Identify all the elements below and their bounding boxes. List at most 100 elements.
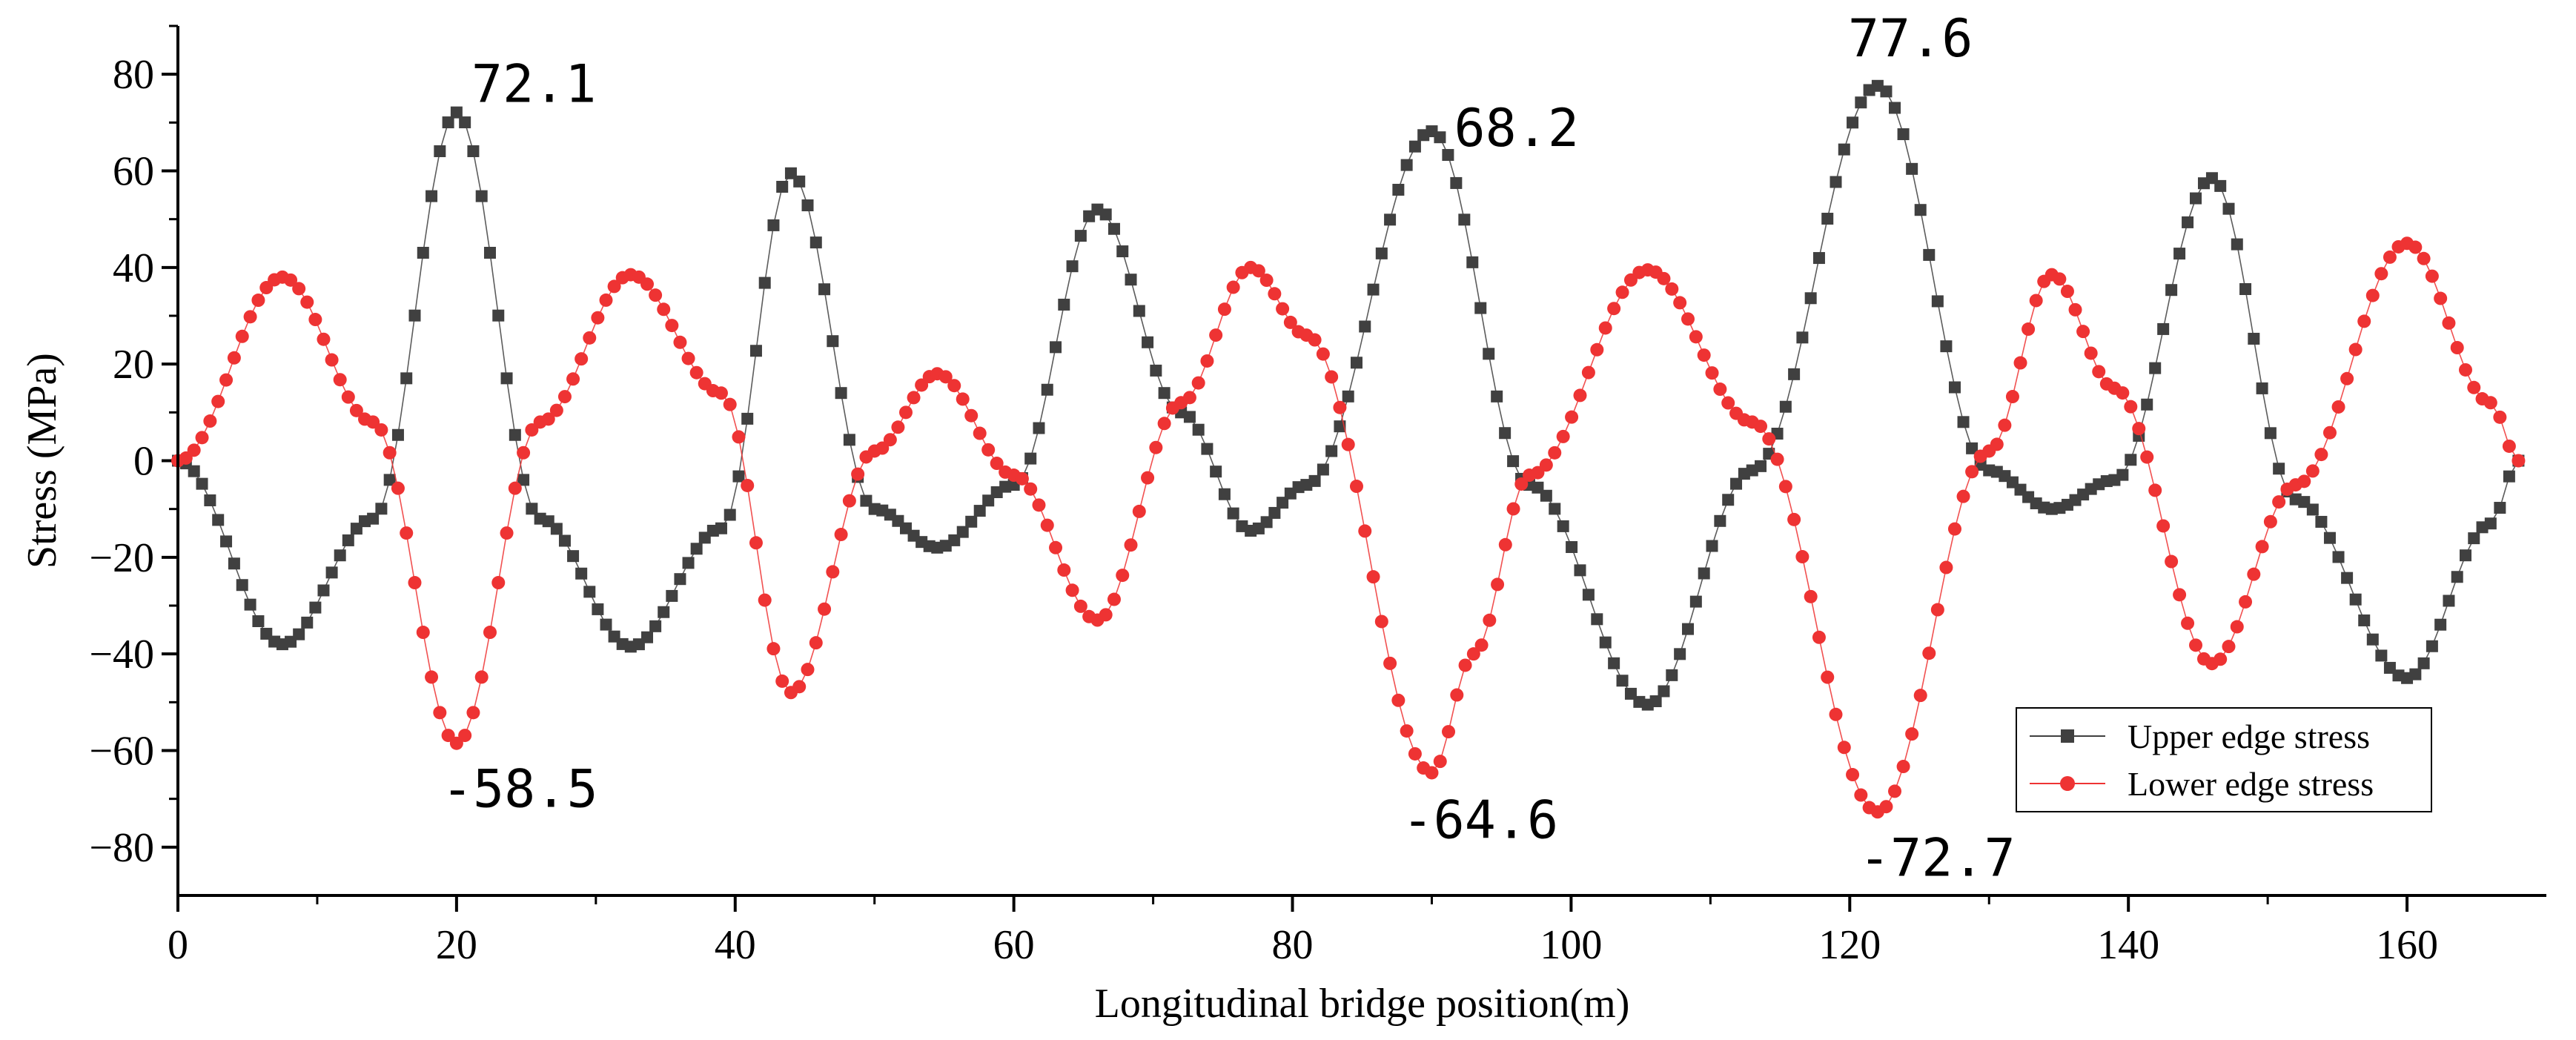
data-point (1674, 648, 1686, 660)
data-point (1615, 285, 1629, 299)
data-point (1905, 727, 1919, 741)
data-point (842, 494, 856, 508)
data-point (2322, 425, 2337, 440)
data-point (434, 145, 446, 157)
data-point (891, 420, 905, 434)
data-point (1499, 427, 1512, 440)
x-tick-label: 40 (715, 922, 756, 968)
peak-annotation: -64.6 (1402, 789, 1558, 850)
data-point (449, 736, 463, 750)
data-point (317, 584, 330, 597)
data-point (758, 593, 772, 607)
data-point (1142, 336, 1154, 348)
data-point (1548, 446, 1562, 460)
data-point (1566, 541, 1578, 554)
data-point (1556, 429, 1570, 443)
data-point (508, 481, 522, 495)
data-point (549, 403, 563, 417)
legend-box (2016, 707, 2432, 812)
data-point (1755, 460, 1767, 472)
data-point (1058, 298, 1070, 311)
data-point (1698, 567, 1710, 580)
data-point (2141, 398, 2153, 411)
data-point (2068, 302, 2082, 317)
data-point (325, 566, 338, 579)
data-point (204, 494, 216, 506)
data-point (1276, 302, 1290, 316)
data-point (459, 116, 471, 129)
data-point (2468, 532, 2480, 545)
data-point (1804, 589, 1818, 603)
data-point (188, 465, 200, 477)
data-point (2383, 250, 2397, 264)
data-point (1990, 437, 2004, 451)
data-point (400, 526, 414, 540)
data-point (749, 345, 762, 357)
data-point (2272, 495, 2286, 509)
data-point (1050, 341, 1062, 354)
data-point (349, 403, 363, 417)
data-point (1157, 417, 1171, 431)
data-point (2450, 341, 2464, 355)
data-point (1649, 695, 1662, 707)
data-point (1182, 391, 1196, 405)
data-point (1681, 623, 1694, 635)
data-point (1442, 725, 1456, 739)
data-point (1458, 213, 1471, 226)
data-point (525, 423, 539, 437)
data-point (1210, 466, 1222, 478)
data-point (1015, 471, 1029, 486)
data-point (964, 408, 979, 423)
data-point (333, 373, 347, 387)
data-point (2493, 410, 2507, 424)
data-point (219, 373, 234, 387)
data-point (517, 474, 530, 486)
data-point (956, 392, 970, 406)
data-point (467, 145, 480, 157)
data-point (301, 616, 314, 629)
data-point (766, 642, 781, 656)
data-point (509, 428, 521, 441)
data-point (2263, 514, 2277, 529)
y-tick-label: −40 (89, 632, 154, 678)
data-point (558, 534, 571, 547)
x-tick-label: 20 (436, 922, 477, 968)
data-point (1317, 463, 1329, 476)
data-point (541, 412, 555, 426)
data-point (583, 586, 596, 598)
data-point (732, 470, 745, 483)
data-point (1514, 477, 1529, 491)
data-point (843, 434, 855, 446)
data-point (2247, 567, 2261, 581)
data-point (1491, 390, 1503, 403)
data-point (641, 631, 654, 643)
data-point (2467, 380, 2481, 394)
data-point (575, 567, 588, 580)
data-point (2231, 238, 2243, 251)
data-point (236, 579, 248, 592)
data-point (1498, 537, 1512, 552)
y-tick-label: −60 (89, 729, 154, 775)
data-point (1829, 707, 1843, 721)
y-tick-label: 40 (113, 245, 154, 291)
data-point (400, 372, 413, 385)
data-point (2022, 322, 2036, 337)
data-point (607, 279, 621, 294)
data-point (517, 446, 531, 460)
data-point (1065, 583, 1079, 597)
data-point (2374, 267, 2388, 281)
data-point (557, 390, 572, 404)
data-point (1132, 504, 1146, 518)
data-point (1116, 245, 1129, 258)
data-point (1334, 420, 1346, 433)
x-tick-label: 60 (993, 922, 1035, 968)
data-point (2434, 291, 2448, 305)
data-point (1201, 443, 1213, 455)
data-point (1375, 247, 1388, 259)
data-point (416, 626, 430, 640)
data-point (714, 386, 728, 400)
data-point (835, 387, 847, 400)
data-point (2214, 179, 2227, 192)
data-point (2323, 531, 2336, 544)
data-point (776, 180, 789, 193)
